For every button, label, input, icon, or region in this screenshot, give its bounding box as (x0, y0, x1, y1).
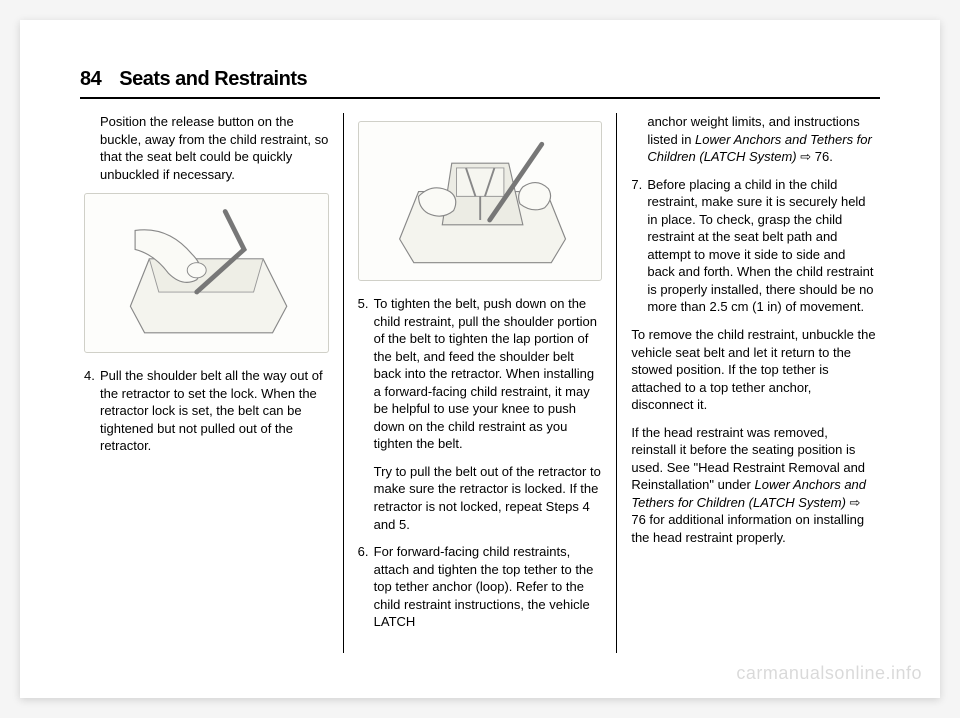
step-5-number: 5. (358, 295, 374, 453)
watermark: carmanualsonline.info (736, 663, 922, 684)
cross-ref-icon: ⇨ 76 (797, 149, 830, 164)
step-6-number: 6. (358, 543, 374, 631)
remove-paragraph: To remove the child restraint, unbuckle … (631, 326, 876, 414)
step-5: 5. To tighten the belt, push down on the… (358, 295, 603, 453)
p2-text-b: for additional information on installing… (631, 512, 864, 545)
step-7-number: 7. (631, 176, 647, 316)
child-seat-tighten-illustration (371, 130, 589, 272)
page-number: 84 (80, 68, 101, 91)
column-2: 5. To tighten the belt, push down on the… (343, 113, 617, 653)
step-4-text: Pull the shoulder belt all the way out o… (100, 367, 329, 455)
try-paragraph: Try to pull the belt out of the retracto… (358, 463, 603, 533)
step-6-text: For forward-facing child restraints, att… (374, 543, 603, 631)
step-4: 4. Pull the shoulder belt all the way ou… (84, 367, 329, 455)
manual-page: 84 Seats and Restraints Position the rel… (20, 20, 940, 698)
figure-pull-belt (84, 193, 329, 353)
headrest-paragraph: If the head restraint was removed, reins… (631, 424, 876, 547)
step-7-text: Before placing a child in the child rest… (647, 176, 876, 316)
intro-paragraph: Position the release button on the buckl… (84, 113, 329, 183)
column-3: anchor weight limits, and instructions l… (616, 113, 880, 653)
step-6-continuation: anchor weight limits, and instructions l… (631, 113, 876, 166)
column-1: Position the release button on the buckl… (80, 113, 343, 653)
step-6: 6. For forward-facing child restraints, … (358, 543, 603, 631)
cont-text-end: . (829, 149, 833, 164)
seat-belt-pull-illustration (97, 202, 315, 344)
step-4-number: 4. (84, 367, 100, 455)
page-header: 84 Seats and Restraints (80, 68, 880, 99)
step-7: 7. Before placing a child in the child r… (631, 176, 876, 316)
step-5-text: To tighten the belt, push down on the ch… (374, 295, 603, 453)
content-columns: Position the release button on the buckl… (80, 113, 880, 653)
figure-tighten-belt (358, 121, 603, 281)
chapter-title: Seats and Restraints (119, 68, 307, 91)
